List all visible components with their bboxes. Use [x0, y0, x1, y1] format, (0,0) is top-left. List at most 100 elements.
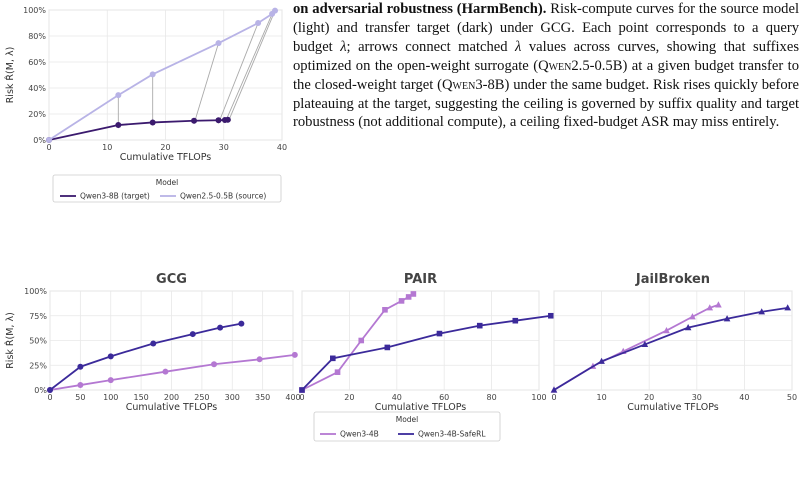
x-tick-label: 0 [46, 143, 51, 152]
x-tick-label: 30 [692, 393, 702, 402]
series-point-0 [191, 117, 198, 124]
series-point-0 [215, 117, 222, 124]
caption-part-2: ; arrows connect matched [346, 38, 516, 55]
x-tick-label: 40 [392, 393, 402, 402]
y-tick-label: 0% [34, 386, 47, 395]
x-tick-label: 350 [255, 393, 270, 402]
series-point-1 [77, 363, 84, 370]
top-legend-title: Model [156, 178, 179, 187]
caption-part-1: Risk-compute curves for the source model… [293, 1, 799, 55]
series-point-1 [723, 315, 731, 322]
series-point-0 [663, 327, 670, 334]
x-tick-label: 10 [102, 143, 112, 152]
y-tick-label: 80% [28, 32, 46, 41]
x-tick-label: 10 [597, 393, 607, 402]
series-point-1 [255, 20, 262, 26]
y-tick-label: 40% [28, 84, 46, 93]
series-point-0 [149, 119, 156, 126]
series-point-0 [715, 301, 722, 308]
x-tick-label: 0 [47, 393, 52, 402]
caption-part-4: ) at a given budget transfer to the clos… [293, 57, 799, 93]
x-tick-label: 40 [739, 393, 749, 402]
series-point-1 [115, 92, 122, 99]
caption-part-5: ) under the same budget. Risk rises quic… [293, 76, 800, 131]
x-tick-label: 30 [219, 143, 229, 152]
x-tick-label: 20 [160, 143, 170, 152]
series-point-0 [410, 291, 417, 297]
series-point-1 [384, 344, 391, 351]
x-tick-label: 400 [285, 393, 300, 402]
series-point-1 [436, 330, 443, 337]
transfer-arrow [217, 22, 259, 124]
series-point-0 [358, 337, 365, 344]
series-point-1 [217, 324, 224, 331]
series-point-1 [46, 137, 52, 143]
series-point-1 [272, 7, 279, 14]
series-point-1 [330, 355, 336, 362]
y-tick-label: 100% [24, 287, 47, 296]
y-tick-label: 100% [23, 6, 46, 15]
caption-lambda-2: λ [515, 38, 522, 55]
series-point-1 [548, 312, 554, 319]
x-tick-label: 60 [439, 393, 449, 402]
x-axis-title: Cumulative TFLOPs [120, 152, 212, 163]
series-point-1 [238, 320, 245, 327]
transfer-risk-chart: 0 10 20 30 40 0% 20% 40% 60% 80% 100% Cumulative TF… [4, 6, 287, 203]
series-point-1 [189, 331, 196, 338]
x-axis-title: Cumulative TFLOPs [126, 402, 218, 413]
caption-source-model: Qwen2.5-0.5B [538, 57, 623, 74]
y-axis-title: Risk R̂(M, λ) [4, 47, 16, 104]
series-point-0 [398, 298, 405, 304]
series-point-0 [162, 368, 169, 375]
x-tick-label: 50 [787, 393, 797, 402]
series-point-1 [550, 386, 558, 393]
x-tick-label: 80 [487, 393, 497, 402]
y-tick-label: 20% [28, 110, 46, 119]
y-axis-title: Risk R̂(M, λ) [4, 312, 16, 369]
series-point-1 [641, 340, 649, 348]
series-point-1 [149, 71, 156, 78]
transfer-arrow [224, 13, 273, 124]
caption-target-model: Qwen3-8B [442, 76, 505, 93]
chart-title: PAIR [404, 272, 437, 287]
y-tick-label: 75% [29, 312, 47, 321]
bottom-legend-title: Model [396, 415, 419, 424]
series-point-1 [598, 357, 605, 364]
x-axis-title: Cumulative TFLOPs [627, 402, 719, 413]
series-point-1 [512, 317, 519, 324]
y-tick-label: 50% [29, 337, 47, 346]
series-point-0 [689, 313, 696, 320]
series-point-1 [107, 353, 114, 360]
x-tick-label: 0 [551, 393, 556, 402]
pair-chart: 0 20 40 60 80 100 PAIR Cumulative TFLOPs [299, 272, 554, 413]
series-point-0 [256, 356, 263, 363]
y-tick-label: 25% [29, 361, 47, 370]
series-point-1 [47, 387, 53, 393]
chart-title: GCG [156, 272, 187, 287]
bottom-legend: Model Qwen3-4B Qwen3-4B-SafeRL [313, 411, 501, 442]
series-point-0 [706, 304, 714, 311]
x-tick-label: 150 [133, 393, 148, 402]
x-tick-label: 250 [194, 393, 209, 402]
series-point-1 [758, 308, 766, 315]
series-point-0 [107, 377, 114, 384]
y-tick-label: 0% [33, 136, 46, 145]
gcg-chart: 0 50 100 150 200 250 300 350 400 0% 25% 50% 75% 100% G… [4, 272, 300, 413]
caption-bold: on adversarial robustness (HarmBench). [293, 1, 547, 17]
series-point-1 [684, 324, 692, 331]
chart-title: JailBroken [635, 272, 710, 287]
x-tick-label: 100 [103, 393, 118, 402]
bottom-legend-label: Qwen3-4B-SafeRL [418, 430, 486, 439]
series-point-1 [299, 387, 305, 393]
x-tick-label: 200 [164, 393, 179, 402]
x-axis-title: Cumulative TFLOPs [375, 402, 467, 413]
series-point-0 [211, 361, 218, 368]
series-point-1 [150, 340, 157, 347]
series-point-0 [334, 369, 341, 375]
x-tick-label: 0 [299, 393, 304, 402]
y-tick-label: 60% [28, 58, 46, 67]
caption-lambda-1: λ [340, 38, 347, 55]
top-legend-box [52, 174, 282, 203]
series-point-0 [291, 351, 298, 358]
series-point-1 [784, 304, 791, 311]
